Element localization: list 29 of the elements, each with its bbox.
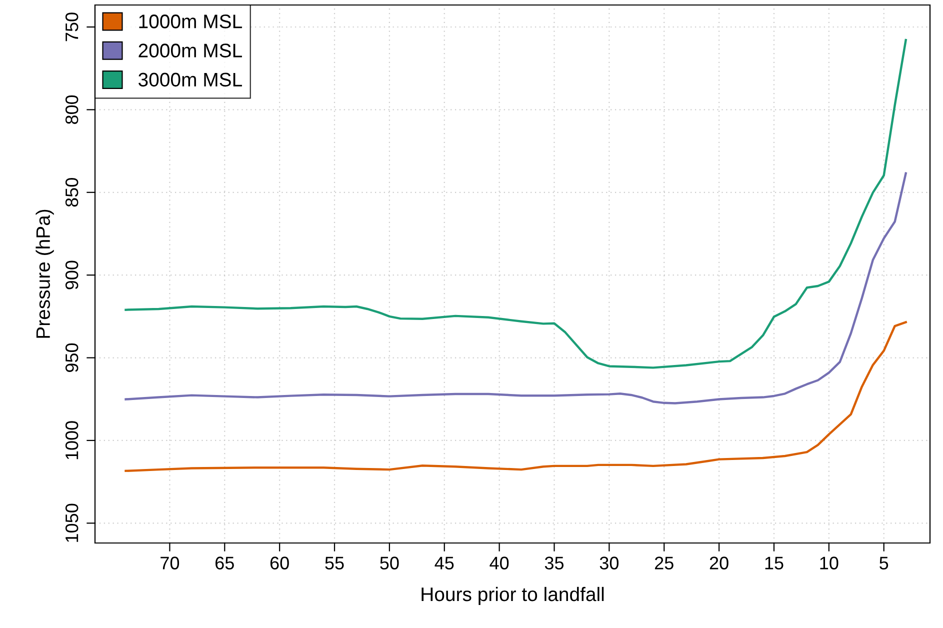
- x-tick-label: 60: [270, 556, 289, 570]
- x-axis-title: Hours prior to landfall: [422, 586, 604, 606]
- line-series: [124, 321, 907, 472]
- x-tick-label: 35: [544, 556, 564, 570]
- x-tick-label: 50: [380, 556, 399, 570]
- y-tick-label: 1050: [65, 504, 78, 542]
- x-tick-label: 40: [490, 556, 509, 570]
- legend-label: 3000m MSL: [138, 72, 242, 87]
- x-tick-label: 25: [654, 556, 674, 570]
- y-tick-label: 800: [65, 95, 78, 124]
- x-tick-label: 55: [325, 556, 344, 570]
- x-tick-label: 30: [600, 556, 619, 570]
- x-tick-label: 45: [434, 556, 454, 570]
- line-series: [124, 38, 907, 369]
- x-tick-label: 65: [216, 556, 234, 570]
- legend-label: 1000m MSL: [139, 14, 242, 28]
- y-tick-label: 950: [65, 343, 78, 372]
- y-tick-label: 1000: [65, 421, 78, 460]
- x-tick-label: 5: [880, 556, 888, 570]
- x-tick-label: 10: [820, 556, 838, 570]
- y-tick-label: 900: [65, 260, 78, 290]
- y-axis-title: Pressure (hPa): [36, 210, 54, 338]
- x-tick-label: 15: [765, 556, 784, 570]
- legend-label: 2000m MSL: [138, 44, 242, 58]
- y-tick-label: 750: [65, 12, 78, 42]
- x-tick-label: 70: [160, 556, 180, 570]
- x-tick-label: 20: [710, 556, 728, 570]
- y-tick-label: 850: [65, 178, 78, 207]
- line-series: [124, 172, 907, 404]
